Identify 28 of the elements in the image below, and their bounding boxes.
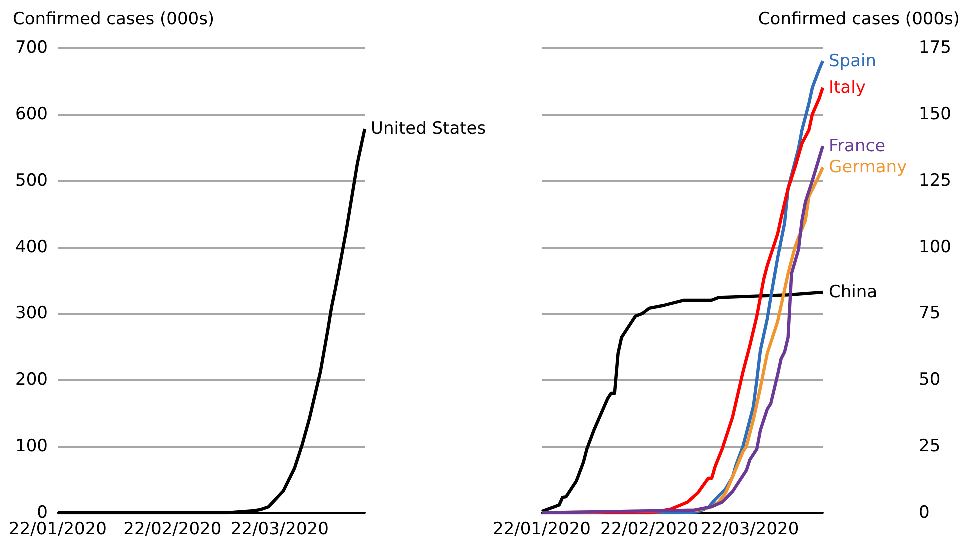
y2-tick-label: 100 [919, 237, 952, 258]
y2-axis-title: Confirmed cases (000s) [758, 10, 960, 30]
y2-tick-label: 75 [919, 304, 941, 324]
series-label: France [829, 136, 886, 156]
y-axis-title: Confirmed cases (000s) [13, 10, 215, 30]
y2-tick-label: 125 [919, 170, 952, 191]
y-tick-label: 400 [16, 237, 48, 258]
y2-tick-label: 150 [919, 104, 952, 124]
y-tick-label: 600 [16, 104, 48, 124]
y-tick-label: 500 [16, 170, 48, 191]
x-tick-label: 22/02/2020 [124, 520, 222, 540]
x-tick-label: 22/03/2020 [230, 520, 329, 540]
y2-tick-label: 25 [919, 436, 941, 457]
series-label: Spain [829, 51, 876, 72]
y-tick-label: 300 [16, 304, 48, 324]
series-label: Italy [829, 78, 866, 98]
x-tick-label: 22/03/2020 [701, 520, 800, 540]
y-tick-label: 200 [16, 370, 48, 390]
x-tick-label: 22/01/2020 [493, 520, 591, 540]
x-tick-label: 22/02/2020 [600, 520, 699, 540]
series-label: Germany [829, 158, 908, 178]
y2-tick-label: 0 [919, 503, 930, 523]
y2-tick-label: 175 [919, 38, 952, 58]
series-label: China [829, 282, 878, 302]
y2-tick-label: 50 [919, 370, 941, 390]
y-tick-label: 100 [16, 436, 48, 457]
series-label: United States [371, 119, 486, 140]
y-tick-label: 700 [16, 38, 48, 58]
